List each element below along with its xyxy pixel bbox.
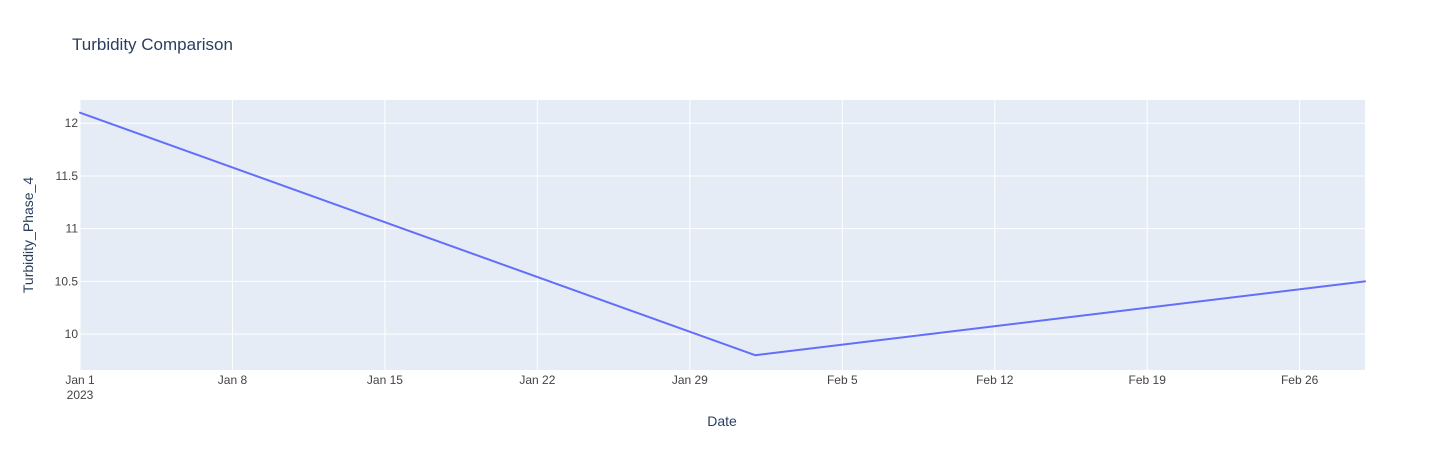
plot-area — [80, 100, 1365, 370]
y-axis-label: Turbidity_Phase_4 — [20, 177, 36, 293]
x-tick-label: Jan 22 — [519, 373, 555, 387]
x-tick-label: Feb 5 — [827, 373, 858, 387]
x-tick-sublabel: 2023 — [67, 388, 94, 402]
y-tick-label: 10.5 — [55, 274, 79, 288]
x-tick-label: Jan 1 — [65, 373, 95, 387]
y-tick-label: 11.5 — [56, 169, 79, 183]
y-tick-label: 11 — [66, 222, 79, 236]
x-tick-label: Feb 19 — [1129, 373, 1167, 387]
x-tick-label: Jan 29 — [672, 373, 708, 387]
y-tick-label: 10 — [65, 327, 79, 341]
x-axis-label: Date — [707, 413, 737, 429]
x-tick-label: Jan 15 — [367, 373, 403, 387]
x-tick-label: Jan 8 — [218, 373, 248, 387]
y-axis-ticks: 10 10.5 11 11.5 12 — [55, 116, 79, 341]
chart-title: Turbidity Comparison — [72, 35, 233, 54]
y-tick-label: 12 — [65, 116, 79, 130]
x-tick-label: Feb 12 — [976, 373, 1014, 387]
x-tick-label: Feb 26 — [1281, 373, 1319, 387]
